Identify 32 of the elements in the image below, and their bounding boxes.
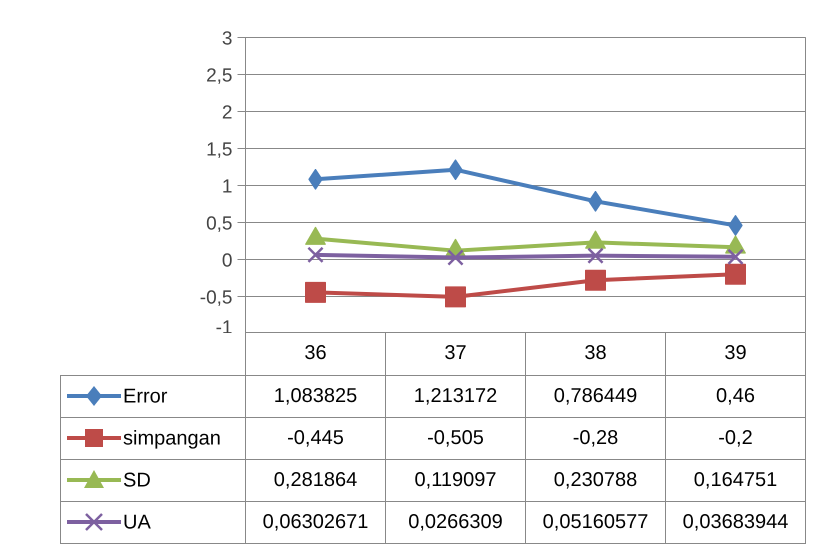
y-tick-label: 0: [222, 250, 233, 272]
data-label: 1,083825: [246, 375, 386, 417]
x-tick-label: 38: [526, 333, 666, 375]
x-tick-label: 39: [666, 333, 806, 375]
data-label: 0,0266309: [386, 501, 526, 543]
y-tick-label: 2,5: [206, 66, 233, 86]
y-tick-label: 1: [222, 176, 233, 198]
data-label: 0,164751: [666, 459, 806, 501]
y-tick-label: 3: [222, 28, 233, 50]
legend-label: SD: [123, 468, 151, 491]
data-label: -0,445: [246, 417, 386, 459]
y-tick-label: 1,5: [206, 140, 233, 160]
y-tick-label: 2: [222, 102, 233, 124]
data-label: 0,281864: [246, 459, 386, 501]
legend-label: UA: [123, 510, 151, 533]
data-label: 0,230788: [526, 459, 666, 501]
y-tick-label: 0,5: [206, 214, 233, 234]
data-label: -0,505: [386, 417, 526, 459]
data-label: 0,03683944: [666, 501, 806, 543]
data-label: -0,2: [666, 417, 806, 459]
data-label: -0,28: [526, 417, 666, 459]
x-tick-label: 37: [386, 333, 526, 375]
legend-label: simpangan: [123, 426, 221, 449]
x-tick-label: 36: [246, 333, 386, 375]
y-tick-label: -0,5: [200, 288, 233, 308]
data-label: 0,46: [666, 375, 806, 417]
data-label: 0,05160577: [526, 501, 666, 543]
data-label: 0,786449: [526, 375, 666, 417]
data-label: 1,213172: [386, 375, 526, 417]
data-label: 0,119097: [386, 459, 526, 501]
legend-label: Error: [123, 384, 168, 407]
data-label: 0,06302671: [246, 501, 386, 543]
